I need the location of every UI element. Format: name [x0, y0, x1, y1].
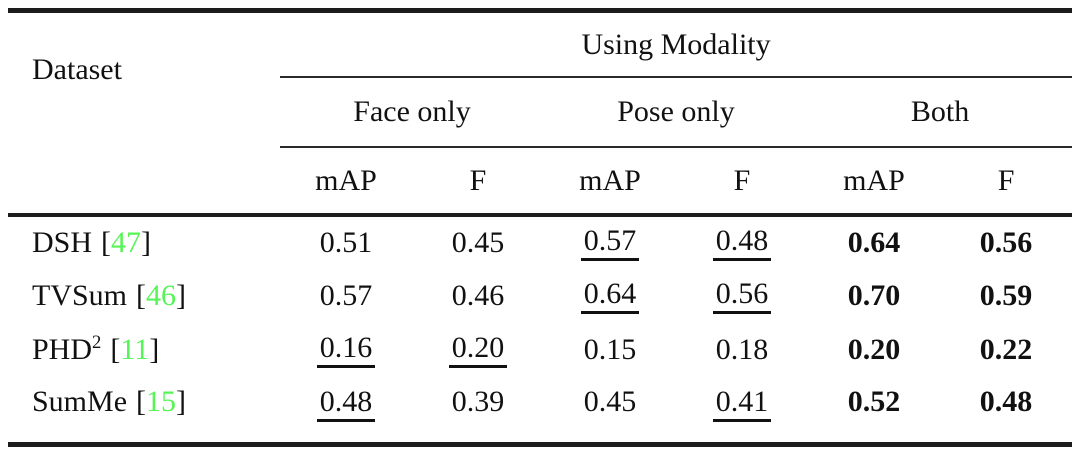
citation-bracket-close: ] — [176, 279, 187, 312]
metric-value: 0.45 — [583, 384, 637, 418]
row-label: DSH [47] — [8, 215, 280, 269]
metric-value: 0.51 — [319, 226, 373, 259]
citation-bracket-open: [ — [101, 226, 112, 259]
metric-value: 0.52 — [847, 384, 901, 418]
value-cell: 0.48 — [676, 215, 808, 269]
value-cell: 0.46 — [412, 269, 544, 323]
dataset-name: PHD — [32, 333, 93, 366]
citation-link[interactable]: 47 — [111, 226, 142, 259]
citation-bracket-close: ] — [176, 384, 187, 418]
value-cell: 0.56 — [940, 215, 1072, 269]
value-cell: 0.15 — [544, 323, 676, 377]
value-cell: 0.57 — [280, 269, 412, 323]
metric-header-pose-f: F — [676, 146, 808, 217]
metric-value: 0.70 — [847, 279, 901, 312]
value-cell: 0.18 — [676, 323, 808, 377]
value-cell: 0.39 — [412, 377, 544, 445]
value-cell: 0.57 — [544, 215, 676, 269]
citation-bracket-open: [ — [136, 384, 147, 418]
table-row-summe: SumMe [15] 0.48 0.39 0.45 0.41 0.52 0.48 — [8, 377, 1072, 445]
dataset-name: SumMe — [32, 384, 128, 418]
value-cell: 0.56 — [676, 269, 808, 323]
value-cell: 0.64 — [544, 269, 676, 323]
metric-value: 0.46 — [451, 279, 505, 312]
metric-header-pose-map: mAP — [544, 146, 676, 217]
table-row-tvsum: TVSum [46] 0.57 0.46 0.64 0.56 0.70 0.59 — [8, 269, 1072, 323]
metric-value: 0.20 — [847, 333, 901, 366]
metric-value: 0.56 — [712, 277, 772, 314]
group-header-face-only: Face only — [280, 76, 544, 148]
group-header-pose-only: Pose only — [544, 76, 808, 148]
dataset-column-header: Dataset — [8, 10, 280, 217]
metric-value: 0.41 — [712, 385, 772, 422]
dataset-superscript: 2 — [92, 332, 102, 353]
value-cell: 0.16 — [280, 323, 412, 377]
metric-value: 0.48 — [712, 224, 772, 261]
metric-header-both-f: F — [940, 146, 1073, 217]
value-cell: 0.45 — [544, 377, 676, 445]
metric-value: 0.15 — [583, 333, 637, 366]
value-cell: 0.51 — [280, 215, 412, 269]
row-label: TVSum [46] — [8, 269, 280, 323]
metric-value: 0.20 — [448, 331, 508, 368]
metric-header-both-map: mAP — [808, 146, 940, 217]
header-row-modality: Dataset Using Modality — [8, 10, 1073, 217]
metric-value: 0.45 — [451, 226, 505, 259]
value-cell: 0.70 — [808, 269, 940, 323]
citation-link[interactable]: 11 — [120, 333, 150, 366]
using-modality-header: Using Modality — [280, 10, 1073, 78]
metric-value: 0.39 — [451, 384, 505, 418]
metric-value: 0.22 — [979, 333, 1033, 366]
metric-header-face-f: F — [412, 146, 544, 217]
row-label: PHD2 [11] — [8, 323, 280, 377]
results-table: Dataset Using Modality Face only Pose on… — [8, 8, 1073, 447]
table-row-phd2: PHD2 [11] 0.16 0.20 0.15 0.18 0.20 0.22 — [8, 323, 1072, 377]
value-cell: 0.45 — [412, 215, 544, 269]
header-row-groups: Face only Pose only Both — [8, 76, 1073, 148]
metric-value: 0.57 — [580, 224, 640, 261]
value-cell: 0.59 — [940, 269, 1072, 323]
dataset-name: TVSum — [32, 279, 128, 312]
value-cell: 0.48 — [940, 377, 1072, 445]
value-cell: 0.52 — [808, 377, 940, 445]
dataset-name: DSH — [32, 226, 93, 259]
value-cell: 0.48 — [280, 377, 412, 445]
metric-header-face-map: mAP — [280, 146, 412, 217]
citation-link[interactable]: 15 — [146, 384, 177, 418]
value-cell: 0.20 — [412, 323, 544, 377]
group-header-both: Both — [808, 76, 1073, 148]
metric-value: 0.64 — [847, 226, 901, 259]
citation-bracket-open: [ — [110, 333, 121, 366]
metric-value: 0.48 — [979, 384, 1033, 418]
citation-link[interactable]: 46 — [146, 279, 177, 312]
value-cell: 0.41 — [676, 377, 808, 445]
metric-value: 0.59 — [979, 279, 1033, 312]
row-label: SumMe [15] — [8, 377, 280, 445]
metric-value: 0.57 — [319, 279, 373, 312]
metric-value: 0.64 — [580, 277, 640, 314]
value-cell: 0.22 — [940, 323, 1072, 377]
citation-bracket-close: ] — [141, 226, 152, 259]
value-cell: 0.64 — [808, 215, 940, 269]
citation-bracket-close: ] — [149, 333, 160, 366]
metric-value: 0.56 — [979, 226, 1033, 259]
metric-value: 0.18 — [715, 333, 769, 366]
table-row-dsh: DSH [47] 0.51 0.45 0.57 0.48 0.64 0.56 — [8, 215, 1072, 269]
citation-bracket-open: [ — [136, 279, 147, 312]
metric-value: 0.48 — [316, 385, 376, 422]
value-cell: 0.20 — [808, 323, 940, 377]
header-row-metrics: mAP F mAP F mAP F — [8, 146, 1073, 217]
metric-value: 0.16 — [316, 331, 376, 368]
